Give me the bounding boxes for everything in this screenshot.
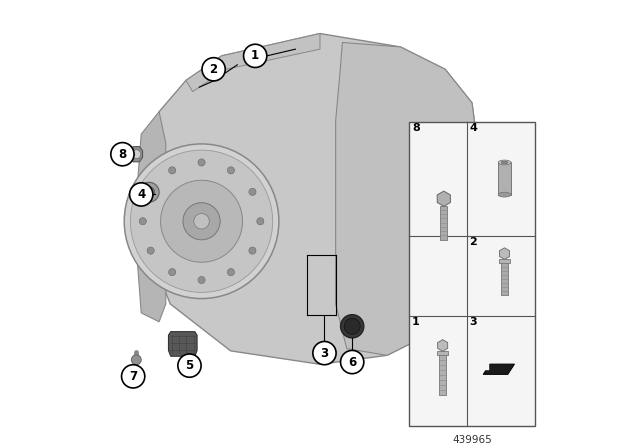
Circle shape bbox=[161, 180, 243, 262]
Circle shape bbox=[168, 268, 176, 276]
Circle shape bbox=[194, 214, 209, 229]
Circle shape bbox=[111, 142, 134, 166]
Text: 439965: 439965 bbox=[452, 435, 492, 445]
Circle shape bbox=[131, 150, 273, 293]
Circle shape bbox=[249, 247, 256, 254]
Circle shape bbox=[131, 355, 141, 365]
Ellipse shape bbox=[501, 161, 508, 164]
Circle shape bbox=[124, 144, 279, 298]
Circle shape bbox=[183, 202, 220, 240]
Polygon shape bbox=[152, 34, 481, 364]
Circle shape bbox=[147, 188, 154, 195]
Circle shape bbox=[178, 354, 201, 377]
Text: 1: 1 bbox=[251, 49, 259, 62]
Polygon shape bbox=[438, 340, 448, 351]
Circle shape bbox=[147, 247, 154, 254]
Circle shape bbox=[144, 187, 155, 198]
Ellipse shape bbox=[499, 192, 511, 197]
FancyBboxPatch shape bbox=[437, 351, 449, 355]
Circle shape bbox=[313, 341, 336, 365]
Text: 3: 3 bbox=[469, 318, 477, 327]
Circle shape bbox=[244, 44, 267, 68]
FancyBboxPatch shape bbox=[501, 263, 508, 296]
Polygon shape bbox=[130, 146, 143, 162]
Polygon shape bbox=[168, 332, 197, 356]
Polygon shape bbox=[499, 248, 509, 259]
Circle shape bbox=[198, 159, 205, 166]
Circle shape bbox=[122, 365, 145, 388]
Text: 4: 4 bbox=[137, 188, 145, 201]
Circle shape bbox=[132, 150, 141, 159]
Polygon shape bbox=[335, 43, 481, 355]
Circle shape bbox=[344, 318, 360, 334]
Text: 2: 2 bbox=[469, 237, 477, 247]
Circle shape bbox=[140, 218, 147, 225]
FancyBboxPatch shape bbox=[439, 355, 446, 396]
Text: 5: 5 bbox=[186, 359, 194, 372]
Polygon shape bbox=[437, 191, 451, 206]
Circle shape bbox=[257, 218, 264, 225]
Polygon shape bbox=[134, 112, 166, 322]
Circle shape bbox=[198, 276, 205, 284]
Circle shape bbox=[249, 188, 256, 195]
Circle shape bbox=[140, 182, 159, 202]
Circle shape bbox=[340, 314, 364, 338]
FancyBboxPatch shape bbox=[440, 206, 447, 240]
FancyBboxPatch shape bbox=[499, 163, 511, 194]
Circle shape bbox=[340, 350, 364, 374]
Text: 3: 3 bbox=[321, 347, 328, 360]
Text: 8: 8 bbox=[412, 123, 420, 134]
Circle shape bbox=[227, 167, 234, 174]
Polygon shape bbox=[483, 364, 488, 370]
Text: 8: 8 bbox=[118, 148, 127, 161]
Text: 2: 2 bbox=[209, 63, 218, 76]
Circle shape bbox=[202, 58, 225, 81]
Text: 6: 6 bbox=[348, 356, 356, 369]
Text: 1: 1 bbox=[412, 318, 420, 327]
Text: 7: 7 bbox=[129, 370, 137, 383]
Circle shape bbox=[227, 268, 234, 276]
Circle shape bbox=[129, 183, 153, 206]
Text: 4: 4 bbox=[469, 123, 477, 134]
Ellipse shape bbox=[499, 160, 511, 165]
FancyBboxPatch shape bbox=[410, 121, 536, 426]
Circle shape bbox=[168, 167, 176, 174]
FancyBboxPatch shape bbox=[499, 259, 510, 263]
Polygon shape bbox=[186, 34, 320, 92]
Polygon shape bbox=[483, 364, 515, 375]
